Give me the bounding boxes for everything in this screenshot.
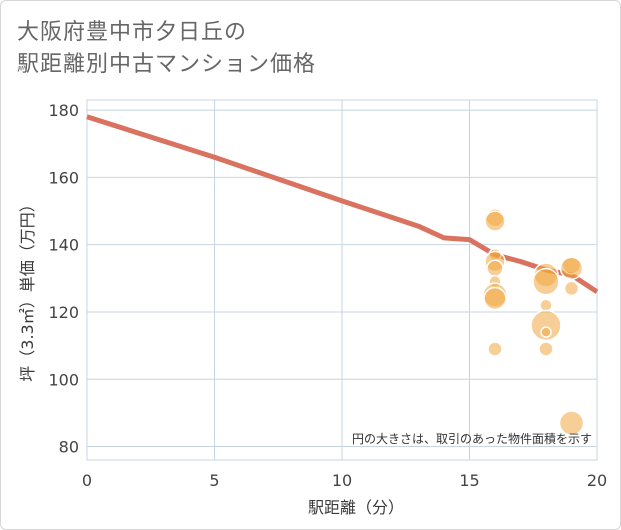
- data-point: [486, 259, 504, 277]
- data-point: [532, 267, 560, 296]
- data-point: [563, 280, 580, 297]
- chart-title-line-1: 大阪府豊中市夕日丘の: [17, 20, 248, 45]
- data-point: [559, 256, 584, 280]
- y-axis-title: 坪（3.3㎡）単価（万円）: [18, 196, 37, 381]
- x-axis-title: 駅距離（分）: [308, 498, 404, 517]
- chart-title: 大阪府豊中市夕日丘の 駅距離別中古マンション価格: [17, 17, 316, 81]
- y-tick-label: 180: [48, 101, 79, 120]
- x-tick-label: 0: [82, 471, 92, 490]
- bubble-size-note: 円の大きさは、取引のあった物件面積を示す: [352, 431, 592, 446]
- x-tick-label: 5: [209, 471, 219, 490]
- data-point: [538, 341, 554, 357]
- chart-title-line-2: 駅距離別中古マンション価格: [17, 52, 317, 77]
- x-tick-label: 20: [587, 471, 607, 490]
- data-point: [540, 326, 552, 338]
- data-point: [539, 298, 553, 312]
- data-point: [530, 309, 562, 342]
- x-tick-label: 15: [459, 471, 479, 490]
- y-tick-label: 80: [59, 438, 79, 457]
- data-point: [483, 286, 507, 311]
- y-tick-label: 140: [48, 236, 79, 255]
- data-point: [487, 341, 503, 357]
- grid: [86, 99, 598, 461]
- y-tick-label: 120: [48, 303, 79, 322]
- y-tick-label: 100: [48, 370, 79, 389]
- data-point: [558, 410, 585, 436]
- data-point: [484, 210, 506, 232]
- bubble-layer: [482, 208, 585, 436]
- tick-labels: 0 5 10 15 20 80 100 120 140 160 180: [48, 101, 607, 490]
- x-tick-label: 10: [332, 471, 352, 490]
- y-tick-label: 160: [48, 168, 79, 187]
